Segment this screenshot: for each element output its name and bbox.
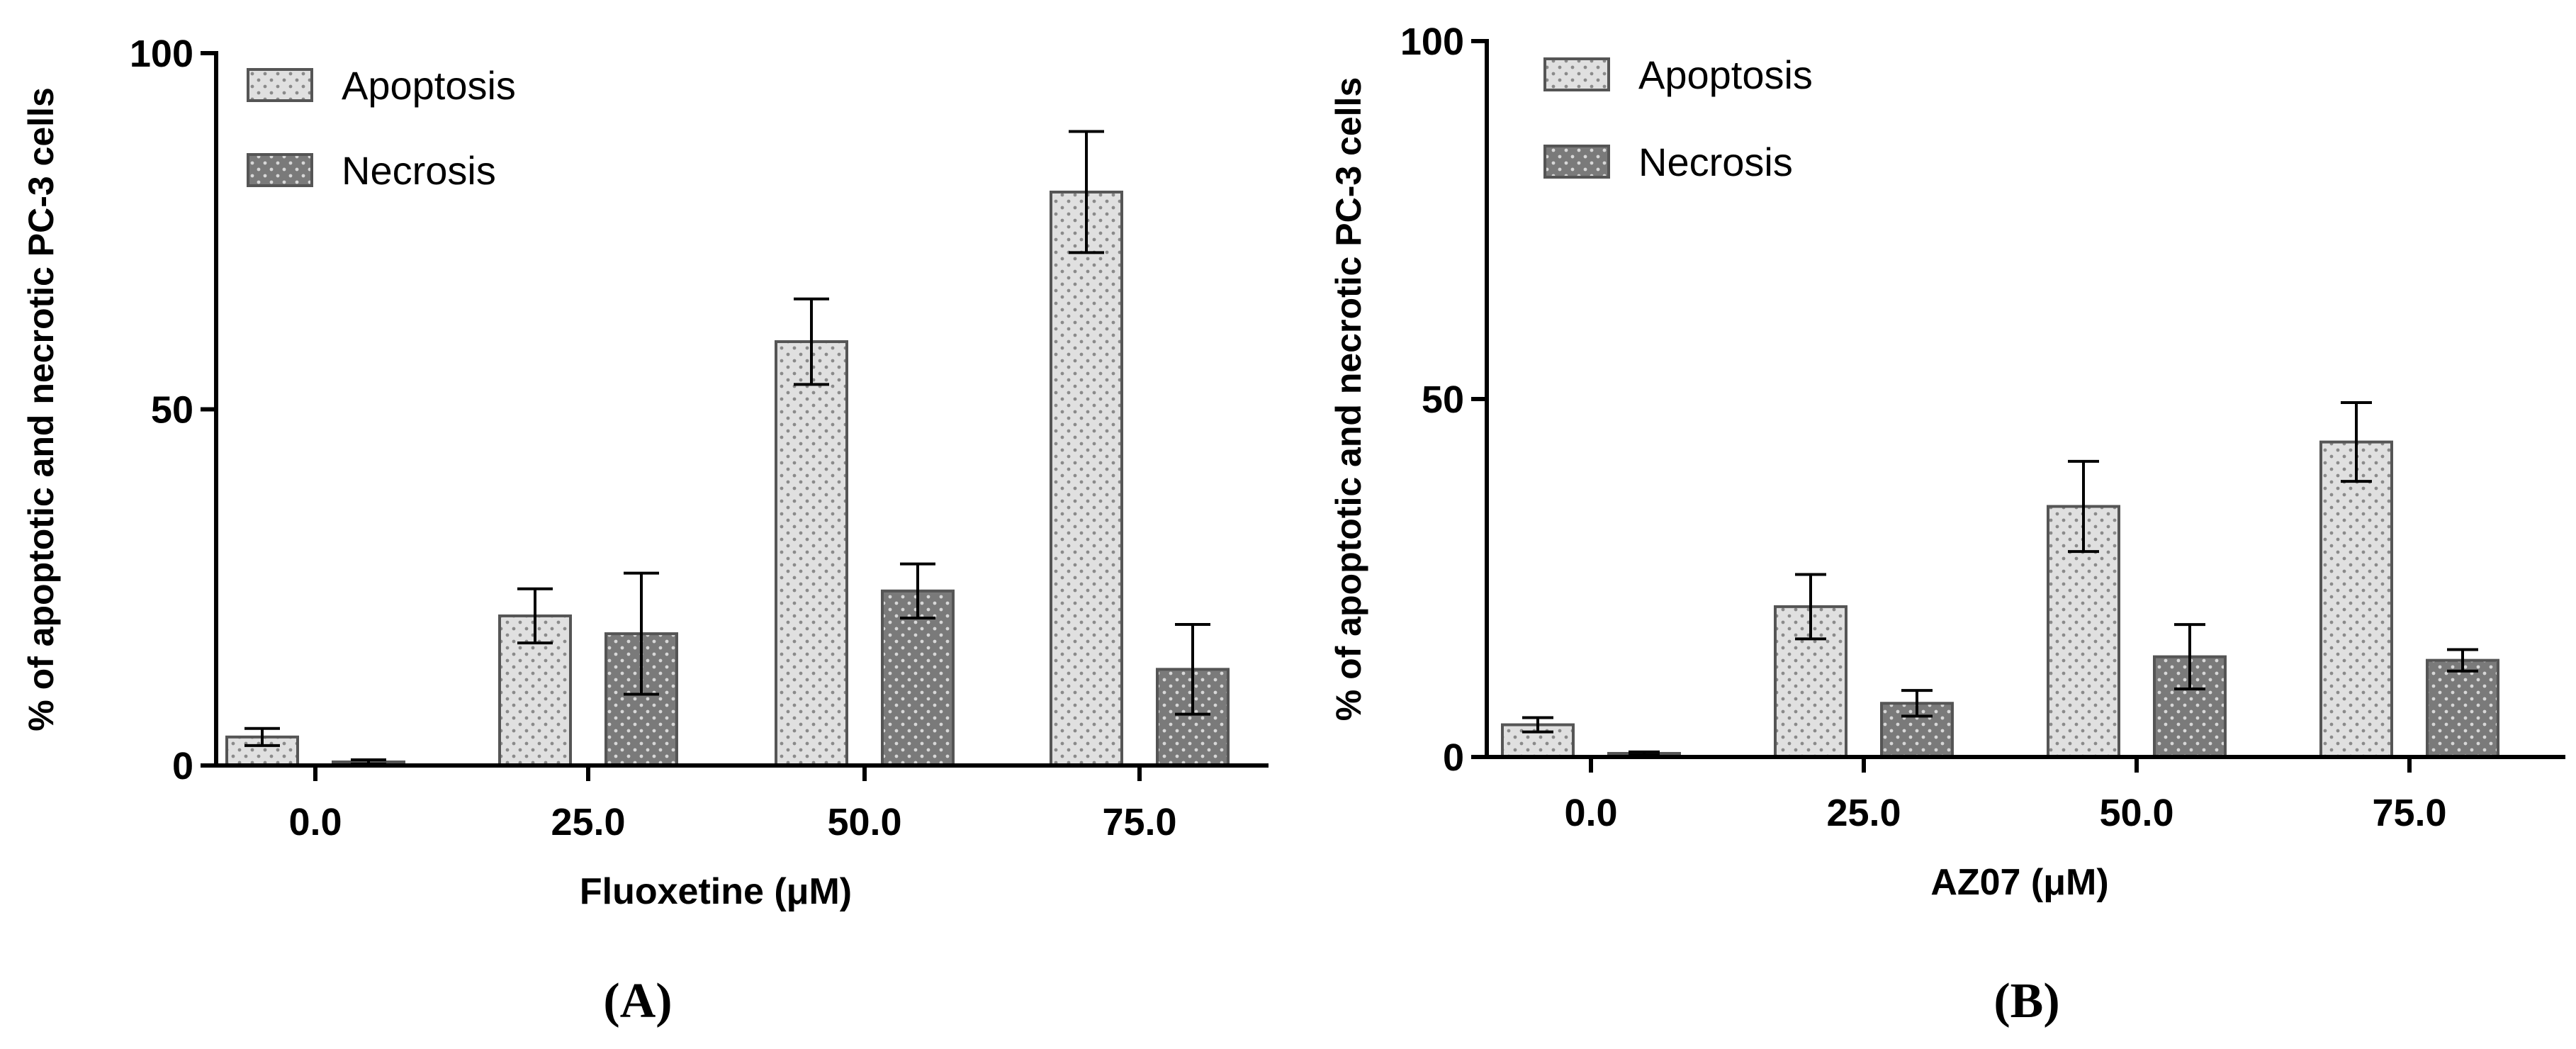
x-tick-label-a-2: 50.0 xyxy=(827,801,901,843)
y-axis-label-a: % of apoptotic and necrotic PC-3 cells xyxy=(21,87,61,731)
error-bar-a-necrosis-1 xyxy=(624,571,659,696)
error-bar-b-apoptosis-0 xyxy=(1522,716,1553,734)
legend-swatch-a-apoptosis xyxy=(247,68,313,102)
legend-item-b-apoptosis: Apoptosis xyxy=(1543,52,1813,97)
error-bar-b-necrosis-2 xyxy=(2174,623,2205,691)
y-tick-label-a-0: 0 xyxy=(172,745,193,787)
error-bar-a-apoptosis-1 xyxy=(517,587,553,645)
x-tick-label-a-1: 25.0 xyxy=(551,801,625,843)
error-bar-b-necrosis-0 xyxy=(1629,750,1660,756)
x-axis-label-b: AZ07 (μM) xyxy=(1930,862,2108,903)
y-tick-label-b-0: 0 xyxy=(1443,736,1464,779)
error-bar-b-necrosis-3 xyxy=(2447,648,2478,673)
x-axis-label-a: Fluoxetine (μM) xyxy=(580,871,852,912)
x-tick-label-a-3: 75.0 xyxy=(1102,801,1176,843)
error-bar-b-apoptosis-2 xyxy=(2068,459,2099,554)
x-tick-label-b-2: 50.0 xyxy=(2099,792,2173,834)
bar-b-apoptosis-3 xyxy=(2319,440,2393,758)
error-bar-a-apoptosis-0 xyxy=(244,727,280,747)
legend-label-a-apoptosis: Apoptosis xyxy=(342,63,516,108)
error-bar-a-necrosis-3 xyxy=(1175,623,1210,716)
legend-item-a-necrosis: Necrosis xyxy=(247,148,496,193)
legend-label-a-necrosis: Necrosis xyxy=(342,148,496,193)
x-tick-label-b-0: 0.0 xyxy=(1564,792,1617,834)
legend-item-a-apoptosis: Apoptosis xyxy=(247,63,516,108)
legend-swatch-b-apoptosis xyxy=(1543,57,1610,91)
error-bar-a-necrosis-2 xyxy=(900,562,935,619)
y-tick-label-a-1: 50 xyxy=(151,389,193,432)
chart-panel-b: 0 50 100 0.0 25.0 50.0 75.0 AZ07 (μM) % of apopt… xyxy=(1329,21,2565,1028)
legend-swatch-a-necrosis xyxy=(247,153,313,187)
x-tick-label-a-0: 0.0 xyxy=(288,801,342,843)
panel-label-a: (A) xyxy=(603,974,672,1028)
error-bar-a-apoptosis-3 xyxy=(1069,130,1104,254)
x-tick-label-b-3: 75.0 xyxy=(2372,792,2446,834)
legend-label-b-necrosis: Necrosis xyxy=(1638,140,1793,184)
legend-swatch-b-necrosis xyxy=(1543,145,1610,179)
y-axis-label-b: % of apoptotic and necrotic PC-3 cells xyxy=(1329,77,1368,722)
error-bar-b-apoptosis-1 xyxy=(1795,573,1826,641)
x-tick-label-b-1: 25.0 xyxy=(1826,792,1901,834)
error-bar-b-apoptosis-3 xyxy=(2341,401,2372,483)
legend-label-b-apoptosis: Apoptosis xyxy=(1638,52,1813,97)
panel-label-b: (B) xyxy=(1993,974,2059,1028)
y-tick-label-b-2: 100 xyxy=(1400,21,1464,63)
bar-a-apoptosis-2 xyxy=(775,340,848,767)
legend-item-b-necrosis: Necrosis xyxy=(1543,140,1793,184)
error-bar-b-necrosis-1 xyxy=(1901,689,1933,718)
error-bar-a-apoptosis-2 xyxy=(794,297,829,386)
bar-a-apoptosis-3 xyxy=(1050,190,1123,768)
chart-panel-a: 0 50 100 0.0 25.0 50.0 75.0 Fluoxetine (μM) % of… xyxy=(21,33,1269,1028)
y-tick-label-b-1: 50 xyxy=(1422,378,1464,421)
bar-b-necrosis-3 xyxy=(2426,658,2499,759)
y-tick-label-a-2: 100 xyxy=(130,33,193,75)
